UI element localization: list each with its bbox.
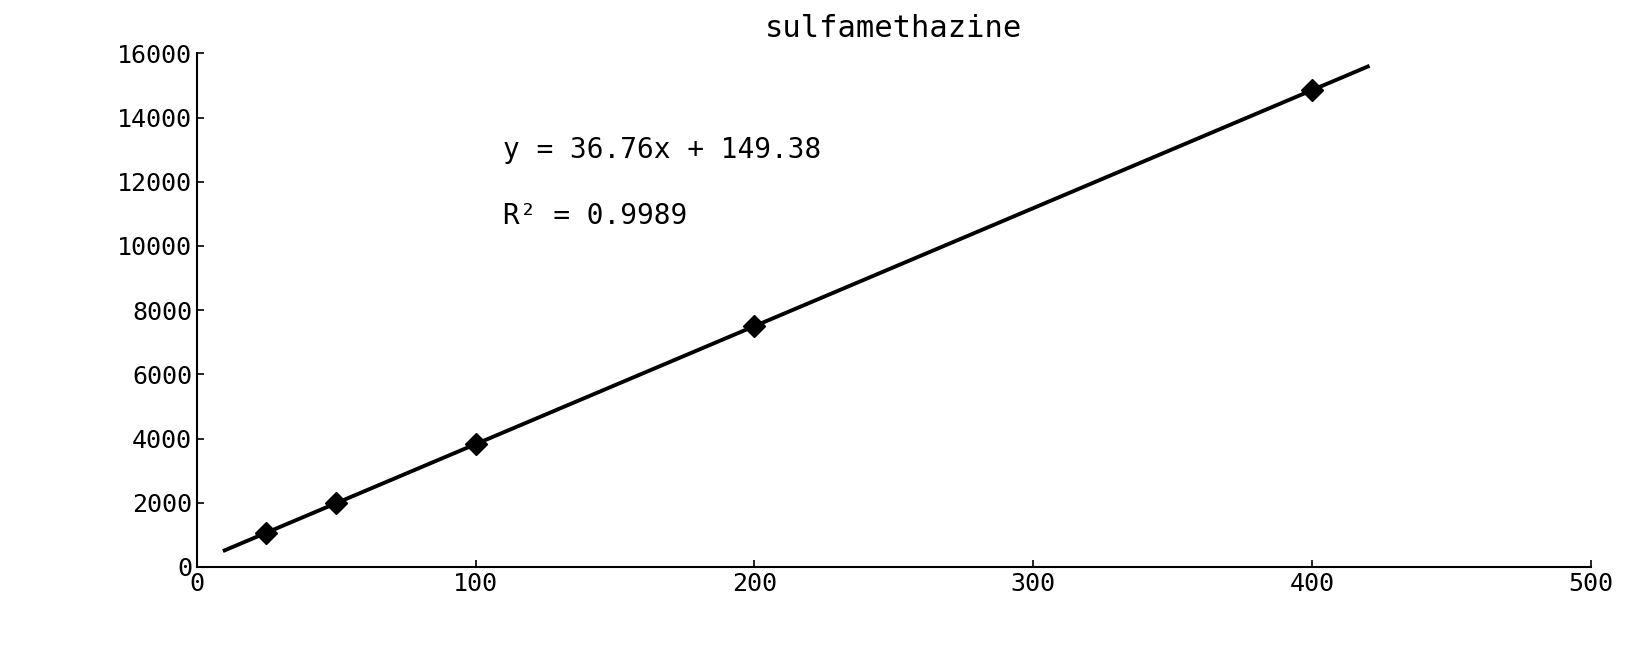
Text: y = 36.76x + 149.38: y = 36.76x + 149.38: [503, 135, 821, 163]
Text: R² = 0.9989: R² = 0.9989: [503, 202, 687, 230]
Title: sulfamethazine: sulfamethazine: [765, 14, 1021, 43]
